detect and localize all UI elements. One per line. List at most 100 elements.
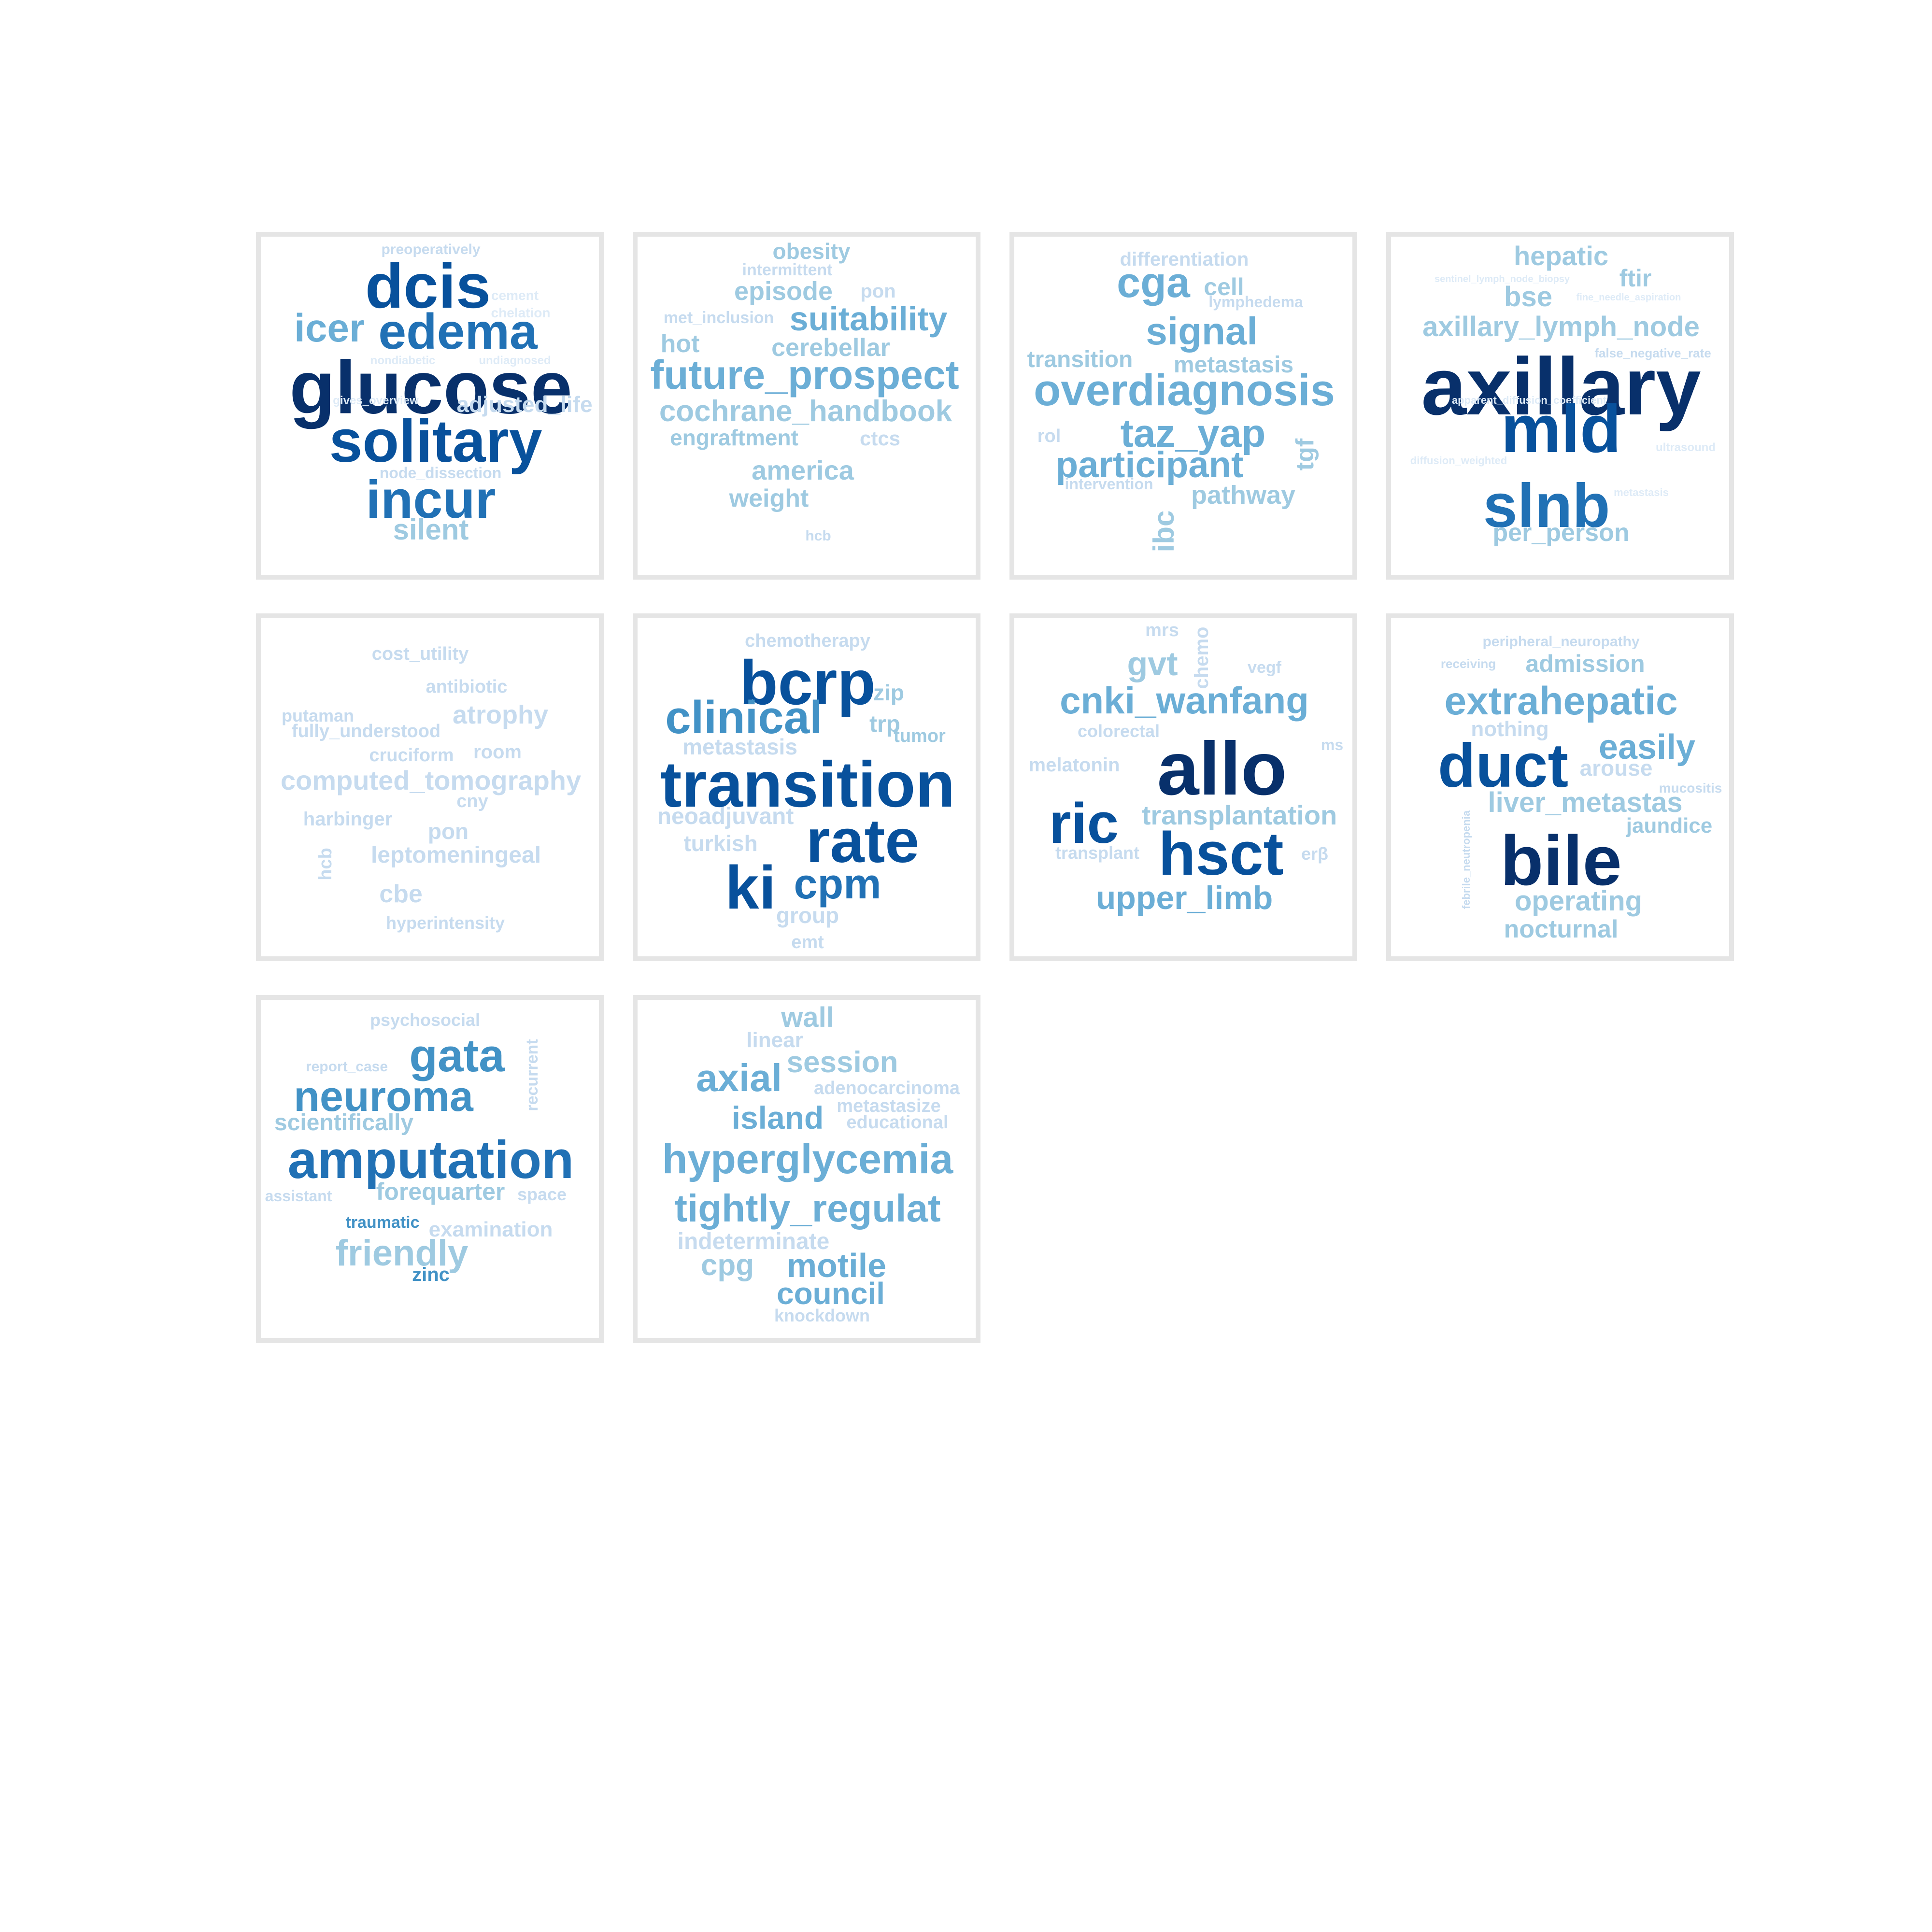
cloud-word: nondiabetic — [370, 354, 436, 367]
cloud-word: ki — [725, 853, 776, 922]
cloud-word: taz_yap — [1120, 412, 1266, 455]
cloud-word: ibc — [1148, 510, 1180, 553]
cloud-word: false_negative_rate — [1594, 346, 1711, 360]
cloud-word: tgf — [1291, 438, 1319, 471]
cloud-word: adjusted_life — [456, 392, 593, 417]
cloud-word: glucose — [289, 345, 572, 429]
cloud-word: episode — [734, 277, 833, 306]
cloud-word: zinc — [412, 1264, 450, 1285]
cloud-word: knockdown — [774, 1306, 870, 1325]
cloud-word: amputation — [287, 1130, 574, 1190]
cloud-word: atrophy — [452, 700, 549, 729]
cloud-word: ctcs — [859, 427, 901, 450]
cloud-word: axillary — [1421, 341, 1701, 432]
cloud-word: hot — [660, 330, 700, 358]
cloud-word: intermittent — [742, 261, 833, 279]
cloud-word: icer — [294, 306, 365, 350]
cloud-word: transplant — [1055, 843, 1140, 863]
cloud-word: harbinger — [303, 809, 393, 830]
cloud-word: clinical — [665, 692, 823, 743]
cloud-word: ftir — [1619, 265, 1652, 292]
cloud-word: per_person — [1492, 519, 1630, 547]
cloud-word: bcrp — [739, 647, 876, 718]
cloud-word: group — [776, 903, 839, 928]
word-cloud-panel-10: wall linear session axial adenocarcinoma isla… — [633, 995, 980, 1343]
cloud-word: hyperglycemia — [662, 1136, 953, 1182]
cloud-word: gata — [409, 1030, 505, 1081]
cloud-word: psychosocial — [369, 1010, 481, 1030]
cloud-word: cement — [491, 288, 539, 303]
cloud-word: ultrasound — [1656, 441, 1716, 454]
cloud-word: solitary — [329, 408, 542, 475]
cloud-word: america — [752, 455, 854, 485]
cloud-word: tumor — [894, 726, 946, 746]
cloud-word: cbe — [379, 880, 423, 908]
cloud-word: erβ — [1301, 844, 1329, 864]
cloud-word: intervention — [1065, 475, 1153, 493]
cloud-word: edema — [378, 304, 538, 360]
cloud-word: diffusion_weighted — [1410, 455, 1507, 467]
cloud-word: ms — [1321, 736, 1344, 753]
cloud-word: cochrane_handbook — [659, 395, 952, 428]
cloud-word: allo — [1157, 727, 1287, 811]
cloud-word: mucositis — [1659, 781, 1722, 796]
cloud-word: gives_overview — [333, 394, 419, 407]
cloud-word: cga — [1117, 258, 1190, 306]
cloud-word: arouse — [1579, 755, 1653, 781]
cloud-word: receiving — [1440, 656, 1496, 671]
cloud-word: extrahepatic — [1444, 679, 1678, 723]
cloud-word: bile — [1500, 821, 1622, 900]
cloud-word: chemotherapy — [745, 631, 870, 651]
word-cloud-panel-7: mrs gvt chemo vegf cnki_wanfang colorectal ms m… — [1009, 613, 1357, 961]
cloud-word: island — [731, 1100, 824, 1136]
cloud-word: ric — [1049, 792, 1119, 855]
cloud-word: lymphedema — [1208, 293, 1303, 311]
cloud-word: transplantation — [1141, 800, 1337, 830]
cloud-word: linear — [746, 1028, 803, 1052]
cloud-word: cruciform — [369, 745, 454, 766]
cloud-word: council — [776, 1276, 885, 1311]
cloud-word: trp — [869, 711, 900, 737]
cloud-word: sentinel_lymph_node_biopsy — [1434, 274, 1570, 284]
cloud-word: melatonin — [1028, 754, 1120, 776]
cloud-word: hepatic — [1513, 241, 1609, 271]
cloud-word: mld — [1501, 391, 1621, 467]
word-cloud-panel-9: psychosocial report_case gata recurrent neur… — [256, 995, 604, 1343]
cloud-word: friendly — [335, 1233, 469, 1274]
cloud-word: fine_needle_aspiration — [1576, 292, 1681, 303]
cloud-word: cnki_wanfang — [1060, 679, 1309, 722]
cloud-word: leptomeningeal — [370, 842, 541, 868]
cloud-word: neuroma — [294, 1072, 473, 1120]
cloud-word: rate — [806, 807, 920, 876]
cloud-word: suitability — [789, 300, 948, 338]
word-cloud-panel-6: chemotherapy bcrp zip clinical trp tumor metas… — [633, 613, 980, 961]
cloud-word: transition — [1027, 347, 1133, 372]
cloud-word: scientifically — [274, 1110, 414, 1136]
cloud-word: computed_tomography — [280, 765, 582, 796]
cloud-word: assistant — [265, 1187, 332, 1205]
word-cloud-panel-3: differentiation cga cell lymphedema signal tr… — [1009, 232, 1357, 580]
cloud-word: mrs — [1145, 620, 1179, 640]
cloud-word: nocturnal — [1504, 915, 1619, 943]
cloud-word: cpg — [700, 1249, 754, 1282]
word-cloud-panel-4: hepatic sentinel_lymph_node_biopsy ftir bse… — [1386, 232, 1734, 580]
cloud-word: educational — [846, 1112, 949, 1133]
cloud-word: examination — [428, 1218, 553, 1241]
cloud-word: cny — [456, 791, 488, 811]
cloud-word: rol — [1037, 426, 1061, 446]
cloud-word: cell — [1204, 273, 1244, 300]
cloud-word: pon — [427, 819, 469, 844]
cloud-word: duct — [1437, 731, 1569, 800]
cloud-word: traumatic — [345, 1213, 420, 1232]
cloud-word: emt — [791, 932, 824, 952]
cloud-word: hcb — [315, 848, 336, 881]
cloud-word: peripheral_neuropathy — [1482, 634, 1640, 650]
cloud-word: report_case — [305, 1059, 388, 1075]
cloud-word: hsct — [1158, 820, 1284, 888]
cloud-word: easily — [1598, 728, 1696, 767]
cloud-word: met_inclusion — [663, 309, 774, 327]
cloud-word: turkish — [683, 831, 758, 856]
cloud-word: session — [786, 1046, 898, 1079]
cloud-word: chelation — [491, 305, 551, 320]
cloud-word: metastasis — [682, 734, 797, 759]
